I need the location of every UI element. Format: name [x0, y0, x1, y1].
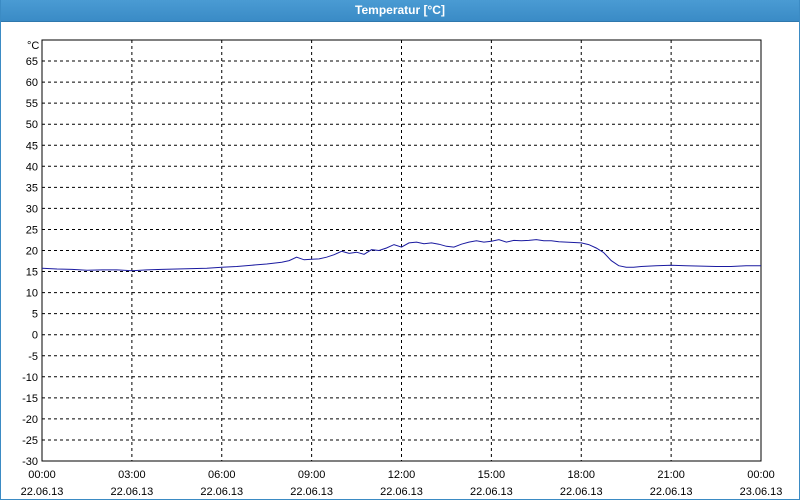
- y-axis-unit-label: °C: [27, 40, 39, 52]
- y-axis-ticks: 65605550454035302520151050-5-10-15-20-25…: [22, 56, 38, 468]
- y-tick-label: 15: [26, 267, 38, 279]
- y-tick-label: -20: [22, 414, 38, 426]
- grid: [42, 40, 761, 462]
- x-tick-time-label: 15:00: [478, 469, 506, 481]
- x-tick-date-label: 22.06.13: [560, 486, 603, 498]
- y-tick-label: 25: [26, 224, 38, 236]
- y-tick-label: 0: [32, 330, 38, 342]
- x-tick-time-label: 00:00: [747, 469, 775, 481]
- y-tick-label: 65: [26, 56, 38, 68]
- plot-frame: [41, 39, 762, 462]
- x-tick-date-label: 22.06.13: [110, 486, 153, 498]
- y-tick-label: -5: [28, 351, 38, 363]
- x-axis-ticks: 00:00 22.06.13 03:00 22.06.13 06:00 22.06.13 0…: [21, 469, 783, 498]
- y-tick-label: 55: [26, 98, 38, 110]
- x-tick-time-label: 06:00: [208, 469, 236, 481]
- series-line-temperature: [41, 239, 761, 272]
- x-tick-date-label: 22.06.13: [290, 486, 333, 498]
- y-tick-label: 20: [26, 246, 38, 258]
- y-tick-label: 50: [26, 119, 38, 131]
- y-tick-label: 60: [26, 77, 38, 89]
- x-tick-date-label: 22.06.13: [200, 486, 243, 498]
- x-tick-time-label: 12:00: [388, 469, 416, 481]
- x-tick-time-label: 09:00: [298, 469, 326, 481]
- window-title: Temperatur [°C]: [1, 0, 799, 22]
- x-tick-time-label: 18:00: [567, 469, 595, 481]
- x-tick-date-label: 23.06.13: [740, 486, 783, 498]
- y-tick-label: 10: [26, 288, 38, 300]
- x-tick-date-label: 22.06.13: [470, 486, 513, 498]
- y-tick-label: 40: [26, 161, 38, 173]
- x-tick-time-label: 00:00: [28, 469, 56, 481]
- y-tick-label: -15: [22, 393, 38, 405]
- x-tick-date-label: 22.06.13: [380, 486, 423, 498]
- y-tick-label: 35: [26, 182, 38, 194]
- y-tick-label: -30: [22, 456, 38, 468]
- x-tick-time-label: 03:00: [118, 469, 146, 481]
- x-tick-time-label: 21:00: [657, 469, 685, 481]
- x-tick-date-label: 22.06.13: [21, 486, 64, 498]
- y-tick-label: 5: [32, 309, 38, 321]
- x-tick-date-label: 22.06.13: [650, 486, 693, 498]
- y-tick-label: 30: [26, 203, 38, 215]
- y-tick-label: -25: [22, 435, 38, 447]
- y-tick-label: 45: [26, 140, 38, 152]
- y-tick-label: -10: [22, 372, 38, 384]
